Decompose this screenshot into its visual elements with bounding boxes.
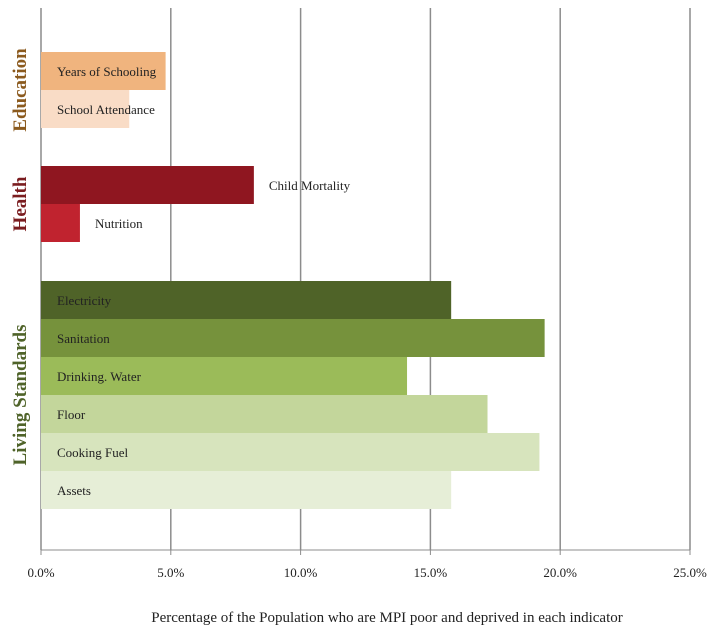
x-tick-label: 0.0% [27, 565, 54, 580]
bar-label: Cooking Fuel [57, 445, 129, 460]
x-tick-label: 15.0% [414, 565, 448, 580]
group-labels: Education Health Living Standards [10, 48, 31, 466]
group-label: Education [10, 48, 31, 132]
bars [41, 52, 545, 509]
bar-label: Assets [57, 483, 91, 498]
x-axis-title: Percentage of the Population who are MPI… [151, 610, 623, 626]
bar-label: School Attendance [57, 102, 155, 117]
bar [41, 395, 488, 433]
bar [41, 471, 452, 509]
bar-label: Years of Schooling [57, 64, 157, 79]
bar [41, 90, 130, 128]
x-tick-label: 25.0% [673, 565, 707, 580]
bar-label: Drinking. Water [57, 369, 142, 384]
bar [41, 433, 540, 471]
bar [41, 204, 80, 242]
bar-label: Child Mortality [269, 178, 351, 193]
x-axis: 0.0% 5.0% 10.0% 15.0% 20.0% 25.0% [27, 549, 707, 580]
x-tick-label: 20.0% [543, 565, 577, 580]
bar [41, 281, 452, 319]
bar-label: Electricity [57, 293, 112, 308]
bar [41, 166, 254, 204]
group-label: Living Standards [10, 325, 31, 466]
x-tick-label: 5.0% [157, 565, 184, 580]
bar [41, 52, 166, 90]
bar-labels: Years of Schooling School Attendance Child… [57, 64, 351, 498]
x-tick-label: 10.0% [284, 565, 318, 580]
bar [41, 319, 545, 357]
bar-label: Nutrition [95, 216, 143, 231]
bar-label: Sanitation [57, 331, 110, 346]
bar [41, 357, 408, 395]
group-label: Health [10, 176, 31, 231]
bar-label: Floor [57, 407, 86, 422]
